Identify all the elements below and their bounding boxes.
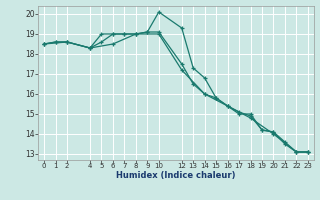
- X-axis label: Humidex (Indice chaleur): Humidex (Indice chaleur): [116, 171, 236, 180]
